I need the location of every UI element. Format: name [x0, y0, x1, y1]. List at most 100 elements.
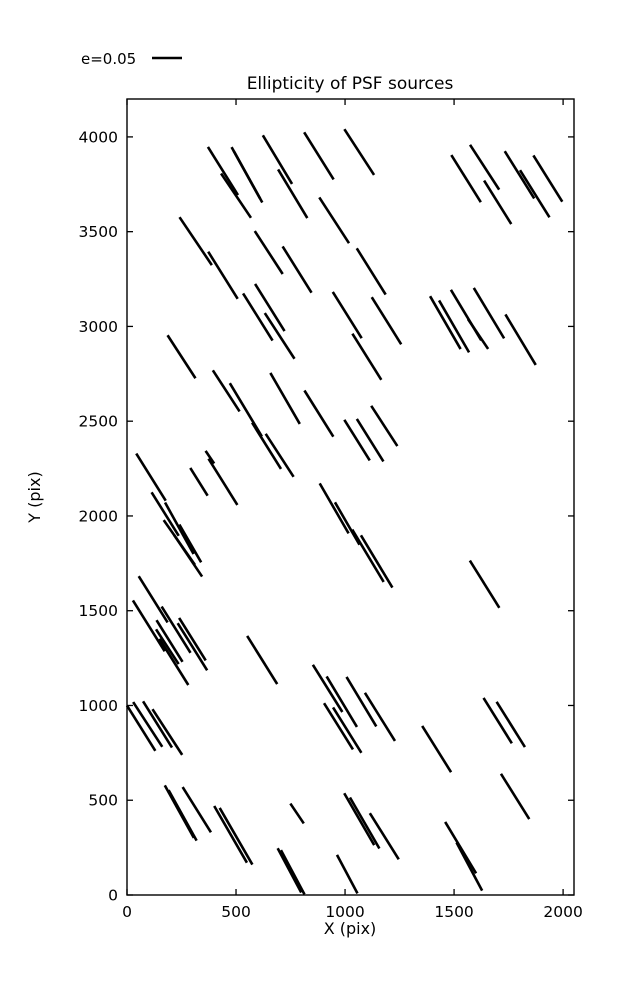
whisker-segment: [176, 622, 209, 671]
x-tick-label: 1000: [325, 903, 364, 921]
whisker-segment: [269, 372, 301, 425]
whisker-segment: [311, 664, 344, 713]
whisker-segment: [154, 628, 180, 665]
whisker-segment: [263, 312, 296, 360]
whisker-segment: [495, 701, 527, 748]
whisker-segment: [437, 299, 471, 354]
whisker-segment: [204, 450, 216, 465]
whisker-segment: [251, 422, 283, 470]
y-tick-label: 3500: [79, 223, 118, 241]
whisker-segment: [276, 847, 303, 894]
whisker-segment: [518, 169, 551, 219]
whisker-segment: [151, 708, 184, 756]
whisker-segment: [207, 458, 239, 506]
whisker-segment: [181, 786, 213, 834]
y-axis-title: Y (pix): [25, 471, 44, 523]
page-title: Ellipticity of PSF sources: [247, 74, 454, 94]
whisker-segment: [158, 638, 190, 686]
whisker-segment: [370, 296, 403, 346]
x-tick-label: 2000: [543, 903, 582, 921]
whisker-segment: [351, 528, 385, 583]
whisker-segment: [232, 150, 264, 204]
whisker-segment: [368, 812, 400, 861]
whisker-segment: [264, 433, 295, 478]
whisker-segment: [355, 418, 385, 463]
whisker-segment: [189, 467, 209, 497]
y-tick-label: 4000: [79, 128, 118, 146]
whisker-layer: [125, 128, 564, 896]
whisker-segment: [532, 154, 564, 203]
whisker-segment: [261, 134, 294, 185]
whisker-segment: [318, 482, 350, 535]
y-tick-label: 2000: [79, 507, 118, 525]
whisker-segment: [348, 796, 381, 850]
whisker-segment: [141, 700, 174, 749]
whisker-segment: [503, 150, 536, 200]
tick-layer: 0 500 1000 1500 2000 0 500 1000 1500 2000 2500 3000…: [79, 99, 583, 921]
whisker-segment: [343, 419, 371, 462]
y-tick-label: 3000: [79, 318, 118, 336]
whisker-segment: [351, 332, 383, 381]
whisker-segment: [167, 789, 198, 842]
whisker-segment: [355, 247, 387, 296]
whisker-segment: [246, 635, 279, 685]
whisker-segment: [363, 692, 397, 742]
whisker-segment: [303, 131, 335, 181]
whisker-segment: [289, 802, 305, 825]
whisker-segment: [331, 291, 363, 339]
y-tick-label: 2500: [79, 413, 118, 431]
whisker-segment: [468, 144, 501, 191]
whisker-segment: [343, 128, 376, 176]
whisker-segment: [241, 292, 274, 342]
whisker-segment: [135, 452, 167, 502]
y-tick-label: 1500: [79, 602, 118, 620]
whisker-segment: [325, 675, 359, 728]
whisker-segment: [253, 283, 286, 332]
whisker-segment: [155, 619, 184, 663]
y-tick-label: 500: [88, 792, 118, 810]
whisker-segment: [421, 725, 453, 773]
whisker-segment: [370, 405, 399, 447]
y-tick-label: 1000: [79, 697, 118, 715]
x-tick-label: 500: [221, 903, 251, 921]
x-axis-title: X (pix): [324, 919, 377, 938]
whisker-segment: [450, 154, 482, 203]
legend-label: e=0.05: [81, 50, 136, 68]
x-tick-label: 1500: [434, 903, 473, 921]
whisker-segment: [131, 599, 166, 652]
whisker-segment: [483, 179, 513, 225]
whisker-segment: [166, 334, 197, 379]
whisker-segment: [428, 295, 462, 350]
y-tick-label: 0: [108, 887, 118, 905]
whisker-segment: [322, 702, 355, 751]
whisker-segment: [125, 704, 157, 752]
whisker-segment: [345, 676, 378, 728]
whisker-segment: [318, 196, 351, 244]
whisker-segment: [172, 534, 204, 578]
whisker-segment: [207, 250, 239, 300]
whisker-segment: [281, 245, 313, 294]
whisker-segment: [343, 792, 376, 846]
whisker-segment: [137, 575, 169, 624]
whisker-segment: [150, 491, 180, 537]
x-tick-label: 0: [122, 903, 132, 921]
whisker-segment: [178, 523, 203, 563]
whisker-segment: [178, 216, 213, 266]
whisker-segment: [253, 230, 284, 275]
whisker-segment: [335, 854, 359, 895]
whisker-segment: [331, 706, 363, 754]
whisker-segment: [206, 146, 240, 196]
whisker-segment: [482, 697, 513, 744]
whisker-segment: [455, 841, 484, 892]
whisker-segment: [359, 534, 394, 589]
whisker-segment: [213, 805, 249, 864]
whisker-segment: [468, 559, 501, 609]
whisker-segment: [163, 501, 195, 555]
whisker-segment: [220, 172, 253, 219]
whisker-segment: [277, 168, 309, 219]
whisker-segment: [303, 389, 335, 438]
whisker-segment: [466, 318, 490, 350]
whisker-segment: [218, 807, 254, 866]
